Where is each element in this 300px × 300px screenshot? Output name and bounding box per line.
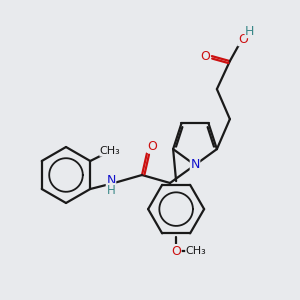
Text: H: H [245, 25, 255, 38]
Text: H: H [106, 184, 116, 196]
Text: O: O [200, 50, 210, 63]
Text: CH₃: CH₃ [100, 146, 121, 156]
Text: CH₃: CH₃ [186, 246, 206, 256]
Text: N: N [106, 173, 116, 187]
Text: N: N [190, 158, 200, 172]
Text: O: O [171, 244, 181, 258]
Text: O: O [147, 140, 157, 152]
Text: O: O [238, 33, 248, 46]
